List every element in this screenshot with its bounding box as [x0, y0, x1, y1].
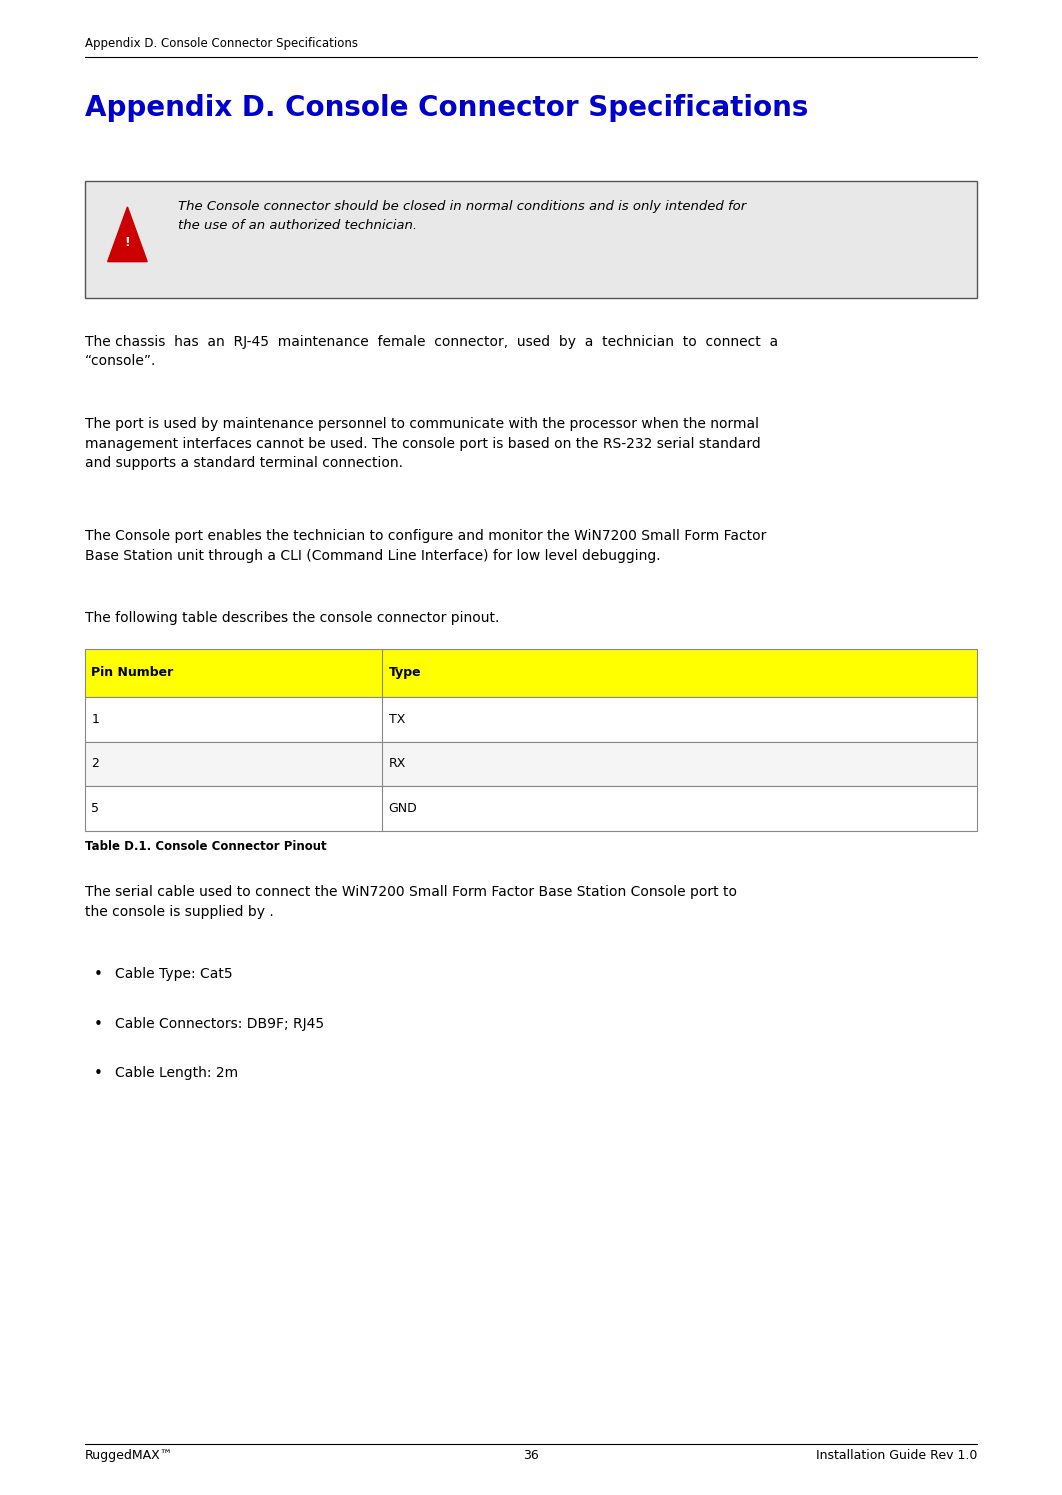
- Text: 1: 1: [91, 713, 99, 725]
- Text: 2: 2: [91, 758, 99, 770]
- FancyBboxPatch shape: [85, 697, 977, 742]
- Text: Appendix D. Console Connector Specifications: Appendix D. Console Connector Specificat…: [85, 94, 808, 123]
- Text: Cable Type: Cat5: Cable Type: Cat5: [115, 967, 233, 981]
- Text: RuggedMAX™: RuggedMAX™: [85, 1449, 173, 1462]
- Text: 36: 36: [524, 1449, 538, 1462]
- Text: The port is used by maintenance personnel to communicate with the processor when: The port is used by maintenance personne…: [85, 417, 760, 469]
- Polygon shape: [107, 206, 148, 262]
- Text: The Console port enables the technician to configure and monitor the WiN7200 Sma: The Console port enables the technician …: [85, 529, 767, 562]
- FancyBboxPatch shape: [85, 742, 977, 786]
- Text: The chassis  has  an  RJ-45  maintenance  female  connector,  used  by  a  techn: The chassis has an RJ-45 maintenance fem…: [85, 335, 778, 368]
- Text: The following table describes the console connector pinout.: The following table describes the consol…: [85, 611, 499, 625]
- Text: The serial cable used to connect the WiN7200 Small Form Factor Base Station Cons: The serial cable used to connect the WiN…: [85, 885, 737, 918]
- Text: Cable Length: 2m: Cable Length: 2m: [115, 1066, 238, 1079]
- Text: Installation Guide Rev 1.0: Installation Guide Rev 1.0: [816, 1449, 977, 1462]
- Text: Pin Number: Pin Number: [91, 667, 173, 679]
- Text: !: !: [124, 236, 131, 250]
- Text: •: •: [93, 1066, 102, 1081]
- FancyBboxPatch shape: [85, 786, 977, 831]
- Text: GND: GND: [389, 803, 417, 815]
- Text: •: •: [93, 967, 102, 982]
- Text: TX: TX: [389, 713, 405, 725]
- Text: Cable Connectors: DB9F; RJ45: Cable Connectors: DB9F; RJ45: [115, 1017, 324, 1030]
- Text: Appendix D. Console Connector Specifications: Appendix D. Console Connector Specificat…: [85, 37, 358, 51]
- Text: •: •: [93, 1017, 102, 1032]
- FancyBboxPatch shape: [85, 181, 977, 298]
- Text: RX: RX: [389, 758, 406, 770]
- Text: 5: 5: [91, 803, 100, 815]
- Text: Type: Type: [389, 667, 422, 679]
- Text: The Console connector should be closed in normal conditions and is only intended: The Console connector should be closed i…: [178, 200, 747, 232]
- FancyBboxPatch shape: [85, 649, 977, 697]
- Text: Table D.1. Console Connector Pinout: Table D.1. Console Connector Pinout: [85, 840, 327, 854]
